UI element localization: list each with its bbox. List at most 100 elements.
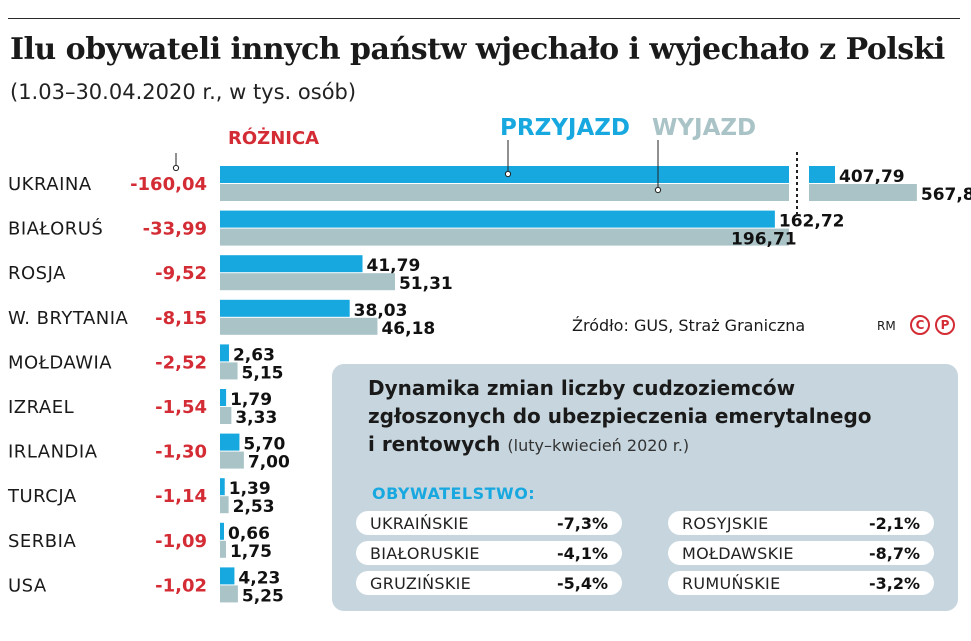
panel-title-line: Dynamika zmian liczby cudzoziemców bbox=[368, 376, 796, 400]
difference-label: -8,15 bbox=[155, 308, 207, 329]
departure-bar bbox=[220, 407, 232, 424]
departure-bar bbox=[220, 273, 395, 291]
chart-subtitle: (1.03–30.04.2020 r., w tys. osób) bbox=[10, 80, 357, 104]
citizenship-row: GRUZIŃSKIE -5,4% bbox=[356, 571, 622, 595]
arrival-value-label: 41,79 bbox=[367, 256, 421, 276]
departure-bar bbox=[220, 496, 229, 514]
panel-subheading: OBYWATELSTWO: bbox=[372, 484, 536, 503]
difference-label: -1,02 bbox=[155, 575, 207, 596]
arrival-bar bbox=[220, 344, 229, 362]
departure-value-label: 196,71 bbox=[731, 230, 797, 250]
legend-difference: RÓŻNICA bbox=[228, 128, 320, 149]
difference-label: -1,54 bbox=[155, 397, 207, 418]
arrival-bar bbox=[220, 567, 235, 585]
category-label: TURCJA bbox=[7, 486, 77, 507]
panel-title: Dynamika zmian liczby cudzoziemców zgłos… bbox=[368, 374, 948, 460]
departure-bar bbox=[220, 228, 789, 246]
departure-value-label: 1,75 bbox=[230, 542, 272, 562]
category-label: BIAŁORUŚ bbox=[8, 218, 103, 240]
difference-label: -160,04 bbox=[130, 174, 207, 195]
category-label: MOŁDAWIA bbox=[8, 352, 112, 373]
citizenship-change: -4,1% bbox=[556, 543, 608, 563]
category-label: UKRAINA bbox=[8, 174, 92, 195]
departures-leader-dot bbox=[654, 186, 662, 194]
departure-bar bbox=[220, 451, 244, 469]
citizenship-name: UKRAIŃSKIE bbox=[370, 513, 469, 533]
departure-value-label: 46,18 bbox=[381, 319, 435, 339]
phonogram-icon: P bbox=[935, 315, 955, 335]
departure-value-label: 7,00 bbox=[248, 453, 290, 473]
departure-value-label: 5,15 bbox=[242, 363, 284, 383]
arrival-bar bbox=[220, 433, 240, 451]
citizenship-change: -8,7% bbox=[868, 543, 920, 563]
arrival-value-label: 4,23 bbox=[238, 568, 280, 588]
arrival-value-label: 0,66 bbox=[228, 524, 270, 544]
arrival-bar bbox=[220, 210, 775, 228]
difference-label: -1,09 bbox=[155, 531, 207, 552]
arrivals-leader-dot bbox=[504, 170, 512, 178]
citizenship-name: GRUZIŃSKIE bbox=[370, 573, 472, 593]
panel-period-note: (luty–kwiecień 2020 r.) bbox=[507, 436, 690, 455]
top-rule bbox=[8, 18, 960, 19]
departure-value-label: 2,53 bbox=[233, 497, 275, 517]
arrival-value-label: 407,79 bbox=[839, 167, 905, 187]
citizenship-row: MOŁDAWSKIE -8,7% bbox=[668, 541, 934, 565]
source-note: Źródło: GUS, Straż Graniczna bbox=[572, 316, 806, 335]
departure-value-label: 5,25 bbox=[242, 586, 284, 606]
arrival-bar bbox=[220, 522, 224, 540]
arrival-value-label: 38,03 bbox=[354, 301, 408, 321]
difference-label: -9,52 bbox=[155, 263, 207, 284]
arrival-value-label: 1,39 bbox=[229, 479, 271, 499]
citizenship-row: UKRAIŃSKIE -7,3% bbox=[356, 511, 622, 535]
citizenship-name: RUMUŃSKIE bbox=[682, 573, 781, 593]
arrival-bar bbox=[220, 299, 350, 317]
departure-bar bbox=[220, 540, 226, 558]
departure-value-label: 3,33 bbox=[235, 408, 277, 428]
difference-label: -33,99 bbox=[143, 219, 207, 240]
departure-bar-tail bbox=[809, 184, 917, 201]
category-label: USA bbox=[8, 575, 47, 596]
author-initials: RM bbox=[877, 319, 896, 333]
arrival-value-label: 162,72 bbox=[779, 212, 845, 232]
arrival-value-label: 2,63 bbox=[233, 345, 275, 365]
arrival-value-label: 5,70 bbox=[243, 435, 285, 455]
citizenship-name: ROSYJSKIE bbox=[682, 513, 769, 533]
citizenship-change: -7,3% bbox=[556, 513, 608, 533]
category-label: IRLANDIA bbox=[8, 442, 98, 463]
departure-bar bbox=[220, 184, 789, 201]
panel-title-line: i rentowych bbox=[368, 432, 501, 456]
difference-label: -1,30 bbox=[155, 442, 207, 463]
citizenship-row: RUMUŃSKIE -3,2% bbox=[668, 571, 934, 595]
category-label: IZRAEL bbox=[8, 397, 74, 418]
departure-value-label: 51,31 bbox=[399, 274, 453, 294]
citizenship-change: -3,2% bbox=[868, 573, 920, 593]
insurance-panel: Dynamika zmian liczby cudzoziemców zgłos… bbox=[332, 364, 958, 611]
difference-label: -1,14 bbox=[155, 486, 207, 507]
departure-bar bbox=[220, 585, 238, 603]
departure-bar bbox=[220, 317, 378, 335]
arrival-value-label: 1,79 bbox=[230, 390, 272, 410]
departure-value-label: 567,83 bbox=[921, 185, 971, 205]
citizenship-row: ROSYJSKIE -2,1% bbox=[668, 511, 934, 535]
departure-bar bbox=[220, 362, 238, 380]
difference-leader-dot bbox=[172, 164, 180, 172]
category-label: W. BRYTANIA bbox=[8, 308, 129, 329]
category-label: SERBIA bbox=[8, 531, 76, 552]
panel-title-line: zgłoszonych do ubezpieczenia emerytalneg… bbox=[368, 404, 872, 428]
legend-departures: WYJAZD bbox=[652, 115, 757, 141]
citizenship-row: BIAŁORUSKIE -4,1% bbox=[356, 541, 622, 565]
citizenship-name: MOŁDAWSKIE bbox=[682, 543, 794, 563]
arrival-bar bbox=[220, 478, 225, 496]
category-label: ROSJA bbox=[8, 263, 66, 284]
legend-arrivals: PRZYJAZD bbox=[500, 115, 631, 141]
arrival-bar bbox=[220, 255, 363, 273]
citizenship-change: -5,4% bbox=[556, 573, 608, 593]
difference-label: -2,52 bbox=[155, 352, 207, 373]
arrival-bar bbox=[220, 166, 789, 183]
citizenship-name: BIAŁORUSKIE bbox=[370, 543, 480, 563]
arrival-bar bbox=[220, 389, 227, 406]
copyright-icon: C bbox=[910, 315, 930, 335]
chart-title: Ilu obywateli innych państw wjechało i w… bbox=[10, 32, 945, 67]
arrival-bar-tail bbox=[809, 166, 835, 183]
